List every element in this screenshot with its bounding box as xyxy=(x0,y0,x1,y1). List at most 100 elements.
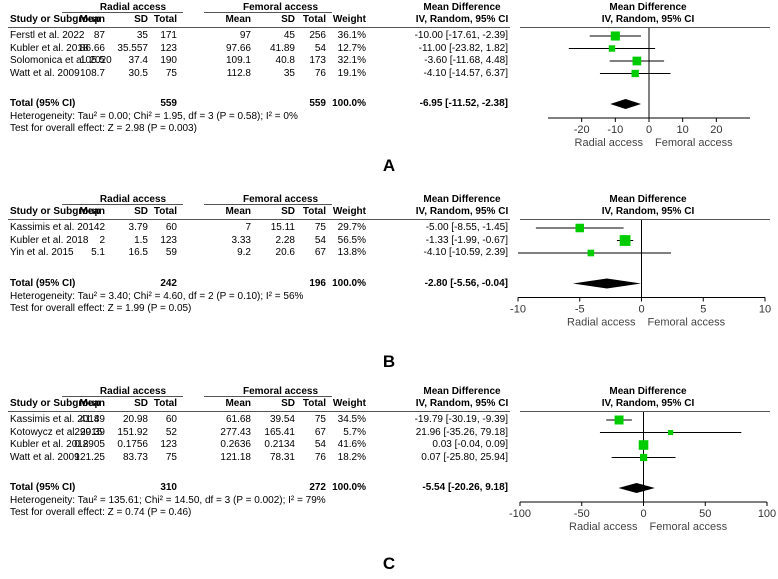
col-header-total1: Total xyxy=(153,398,177,409)
x-tick-label: -10 xyxy=(607,124,623,136)
x-tick-label: -10 xyxy=(510,304,526,316)
cell-weight: 18.2% xyxy=(337,451,366,463)
plot-header-line2: IV, Random, 95% CI xyxy=(601,206,695,217)
cell-sd2: 45 xyxy=(283,30,295,41)
cell-total2: 54 xyxy=(314,234,326,246)
cell-sd1: 20.98 xyxy=(122,414,148,425)
study-point-marker xyxy=(638,440,649,450)
col-header-weight: Weight xyxy=(332,14,366,25)
header-rule-femoral xyxy=(204,204,332,205)
total-label: Total (95% CI) xyxy=(10,98,76,109)
cell-total1: 60 xyxy=(165,414,177,425)
study-name: Watt et al. 2009 xyxy=(10,451,80,463)
col-header-total1: Total xyxy=(153,14,177,25)
cell-total1: 123 xyxy=(160,439,177,450)
x-tick-label: 50 xyxy=(699,508,711,520)
plot-header-line1: Mean Difference xyxy=(609,2,687,13)
cell-total2: 75 xyxy=(314,222,326,233)
total-femoral: 196 xyxy=(309,277,326,289)
heterogeneity-text: Heterogeneity: Tau² = 0.00; Chi² = 1.95,… xyxy=(10,111,298,122)
overall-effect-text: Test for overall effect: Z = 2.98 (P = 0… xyxy=(10,123,197,134)
col-header-sd1: SD xyxy=(134,206,148,217)
cell-sd1: 3.79 xyxy=(128,222,148,233)
cell-mean1: 108.7 xyxy=(79,67,105,79)
cell-total2: 67 xyxy=(314,247,326,258)
study-point-marker xyxy=(575,223,584,233)
total-femoral: 272 xyxy=(309,482,326,493)
study-point-marker xyxy=(587,249,595,257)
col-header-sd2: SD xyxy=(281,398,295,409)
cell-mean1: 121.25 xyxy=(74,451,105,463)
cell-sd1: 35.557 xyxy=(117,42,148,54)
cell-sd2: 39.54 xyxy=(269,414,295,425)
total-weight: 100.0% xyxy=(332,482,366,493)
cell-weight: 36.1% xyxy=(337,30,366,41)
total-weight: 100.0% xyxy=(332,98,366,109)
forest-panel-b: Radial access Femoral access Mean Differen… xyxy=(0,192,778,384)
study-name: Kubler et al. 2018 xyxy=(10,234,89,246)
x-tick-label: 5 xyxy=(700,304,706,316)
total-label: Total (95% CI) xyxy=(10,482,76,493)
cell-mean2: 61.68 xyxy=(225,414,251,425)
total-label: Total (95% CI) xyxy=(10,277,76,289)
cell-sd1: 37.4 xyxy=(128,55,148,66)
study-name: Ferstl et al. 2022 xyxy=(10,30,85,41)
x-tick-label: -50 xyxy=(574,508,590,520)
cell-mean1: 2 xyxy=(99,222,105,233)
cell-sd1: 151.92 xyxy=(117,426,148,438)
cell-mean1: 5.1 xyxy=(91,247,105,258)
cell-mean2: 277.43 xyxy=(220,426,251,438)
cell-sd1: 0.1756 xyxy=(117,439,148,450)
cell-total2: 256 xyxy=(309,30,326,41)
x-tick-label: -5 xyxy=(575,304,585,316)
group-header-femoral: Femoral access xyxy=(242,194,319,205)
plot-header-line1: Mean Difference xyxy=(609,386,687,397)
col-header-sd1: SD xyxy=(134,398,148,409)
study-name: Kubler et al. 2018 xyxy=(10,439,89,450)
forest-panel-c: Radial access Femoral access Mean Differen… xyxy=(0,384,778,576)
col-header-sd1: SD xyxy=(134,14,148,25)
header-rule-femoral xyxy=(204,396,332,397)
cell-total1: 75 xyxy=(165,67,177,79)
cell-mean2: 121.18 xyxy=(220,451,251,463)
x-tick-label: 0 xyxy=(638,304,644,316)
cell-weight: 13.8% xyxy=(337,247,366,258)
cell-mean1: 105.5 xyxy=(79,55,105,66)
cell-ci: 0.07 [-25.80, 25.94] xyxy=(421,451,508,463)
study-point-marker xyxy=(610,31,620,41)
total-radial: 242 xyxy=(160,277,177,289)
cell-sd2: 40.8 xyxy=(275,55,295,66)
col-header-total2: Total xyxy=(302,14,326,25)
col-header-mean1: Mean xyxy=(79,206,105,217)
cell-mean1: 86.66 xyxy=(79,42,105,54)
header-rule-main xyxy=(8,411,510,412)
cell-ci: -10.00 [-17.61, -2.39] xyxy=(414,30,508,41)
cell-sd1: 30.5 xyxy=(128,67,148,79)
group-header-femoral: Femoral access xyxy=(242,2,319,13)
total-radial: 310 xyxy=(160,482,177,493)
study-point-marker xyxy=(608,45,616,52)
total-weight: 100.0% xyxy=(332,277,366,289)
study-point-marker xyxy=(632,56,642,66)
col-header-weight: Weight xyxy=(332,206,366,217)
cell-total2: 75 xyxy=(314,414,326,425)
favours-left-label: Radial access xyxy=(569,521,638,533)
cell-sd1: 1.5 xyxy=(134,234,148,246)
pooled-diamond xyxy=(572,278,642,289)
cell-mean2: 0.2636 xyxy=(220,439,251,450)
cell-mean2: 112.8 xyxy=(226,67,251,79)
heterogeneity-text: Heterogeneity: Tau² = 3.40; Chi² = 4.60,… xyxy=(10,290,304,302)
cell-weight: 56.5% xyxy=(337,234,366,246)
forest-plot-svg: -100 -50 0 50 100 Radial access Femoral access xyxy=(509,412,776,533)
cell-mean2: 9.2 xyxy=(237,247,251,258)
col-header-mean1: Mean xyxy=(79,14,105,25)
cell-sd1: 83.73 xyxy=(122,451,148,463)
cell-ci: 21.96 [-35.26, 79.18] xyxy=(415,426,508,438)
study-name: Yin et al. 2015 xyxy=(10,247,74,258)
md-header-line1: Mean Difference xyxy=(423,194,501,205)
cell-total2: 76 xyxy=(314,451,326,463)
col-header-total2: Total xyxy=(302,206,326,217)
cell-ci: -3.60 [-11.68, 4.48] xyxy=(424,55,508,66)
cell-weight: 32.1% xyxy=(337,55,366,66)
cell-mean2: 109.1 xyxy=(225,55,251,66)
